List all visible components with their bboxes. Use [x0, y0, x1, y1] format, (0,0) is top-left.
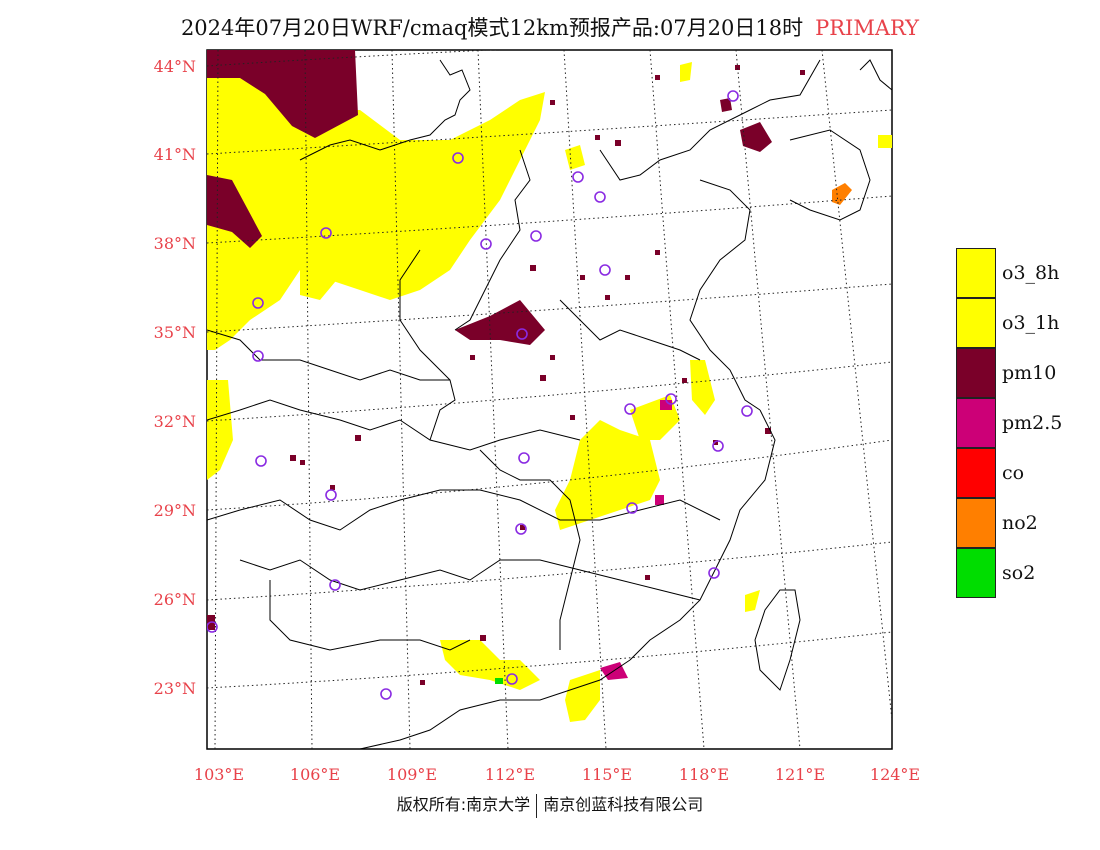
- latitude-labels: 44°N 41°N 38°N 35°N 32°N 29°N 26°N 23°N: [154, 57, 196, 698]
- legend-item-so2: so2: [956, 548, 1096, 598]
- copyright-owner: 版权所有:南京大学: [396, 795, 531, 814]
- graticule: [207, 50, 892, 749]
- lat-label: 26°N: [154, 590, 196, 609]
- lat-label: 41°N: [154, 145, 196, 164]
- lat-label: 29°N: [154, 501, 196, 520]
- title-tag: PRIMARY: [815, 16, 920, 40]
- lon-label: 112°E: [485, 765, 535, 784]
- legend-label: pm10: [1002, 362, 1057, 384]
- legend-swatch: [956, 248, 996, 298]
- legend-item-o3-1h: o3_1h: [956, 298, 1096, 348]
- lon-label: 121°E: [775, 765, 825, 784]
- legend-swatch: [956, 498, 996, 548]
- pm10-speckles: [290, 65, 805, 685]
- copyright-company: 南京创蓝科技有限公司: [543, 795, 704, 814]
- legend-swatch: [956, 398, 996, 448]
- legend-label: pm2.5: [1002, 412, 1063, 434]
- no2-regions: [832, 183, 852, 205]
- boundaries: [207, 59, 892, 749]
- copyright-footer: 版权所有:南京大学 南京创蓝科技有限公司: [0, 791, 1100, 818]
- legend-label: o3_1h: [1002, 312, 1060, 334]
- legend-item-no2: no2: [956, 498, 1096, 548]
- lon-label: 118°E: [679, 765, 729, 784]
- legend-label: co: [1002, 462, 1025, 484]
- legend-swatch: [956, 448, 996, 498]
- lat-label: 44°N: [154, 57, 196, 76]
- legend-item-o3-8h: o3_8h: [956, 248, 1096, 298]
- legend-swatch: [956, 348, 996, 398]
- lat-label: 23°N: [154, 679, 196, 698]
- lat-label: 35°N: [154, 323, 196, 342]
- legend-label: so2: [1002, 562, 1036, 584]
- lat-label: 38°N: [154, 234, 196, 253]
- legend-swatch: [956, 548, 996, 598]
- lat-label: 32°N: [154, 412, 196, 431]
- legend-label: no2: [1002, 512, 1038, 534]
- title-text: 2024年07月20日WRF/cmaq模式12km预报产品:07月20日18时: [180, 16, 804, 40]
- lon-label: 115°E: [582, 765, 632, 784]
- legend-swatch: [956, 298, 996, 348]
- lon-label: 109°E: [387, 765, 437, 784]
- legend-item-co: co: [956, 448, 1096, 498]
- pollutant-legend: o3_8h o3_1h pm10 pm2.5 co no2 so2: [956, 248, 1096, 598]
- longitude-labels: 103°E 106°E 109°E 112°E 115°E 118°E 121°…: [194, 765, 920, 784]
- station-markers: [207, 90, 753, 700]
- footer-divider: [536, 793, 538, 818]
- lon-label: 124°E: [870, 765, 920, 784]
- lon-label: 103°E: [194, 765, 244, 784]
- lon-label: 106°E: [290, 765, 340, 784]
- legend-item-pm10: pm10: [956, 348, 1096, 398]
- legend-label: o3_8h: [1002, 262, 1060, 284]
- legend-item-pm25: pm2.5: [956, 398, 1096, 448]
- map-title: 2024年07月20日WRF/cmaq模式12km预报产品:07月20日18时 P…: [0, 12, 1100, 42]
- so2-regions: [495, 678, 503, 684]
